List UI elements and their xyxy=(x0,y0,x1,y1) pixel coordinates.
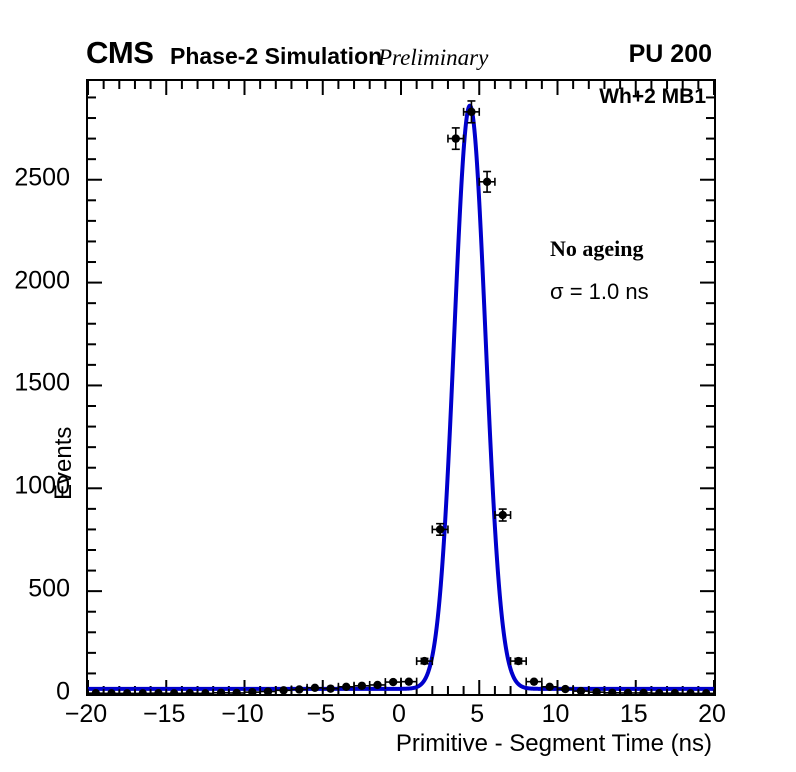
data-point xyxy=(467,107,476,117)
x-tick-label: −5 xyxy=(306,700,336,728)
data-point xyxy=(373,680,382,690)
x-tick-label: 20 xyxy=(698,700,726,728)
y-tick-label: 500 xyxy=(28,574,70,603)
chamber-label: Wh+2 MB1 xyxy=(599,85,706,108)
y-tick-label: 2000 xyxy=(14,266,70,295)
y-tick-label: 1000 xyxy=(14,471,70,500)
y-tick-label: 0 xyxy=(56,677,70,706)
data-point xyxy=(701,689,711,694)
plot-frame: Wh+2 MB1 No ageing σ = 1.0 ns xyxy=(86,79,716,696)
data-point xyxy=(404,677,414,686)
x-tick-label: 5 xyxy=(470,700,485,728)
data-point xyxy=(342,682,351,692)
data-point xyxy=(295,685,304,694)
x-tick-label: 15 xyxy=(619,700,648,728)
axis-ticks xyxy=(88,81,714,694)
data-point xyxy=(326,684,335,693)
y-tick-label: 2500 xyxy=(14,163,70,192)
data-point xyxy=(545,682,554,692)
data-point xyxy=(169,689,179,694)
data-point xyxy=(232,688,241,694)
data-point xyxy=(357,681,367,690)
data-points-group xyxy=(88,100,714,694)
data-point xyxy=(420,656,429,666)
data-point xyxy=(608,688,617,694)
data-point xyxy=(122,689,132,694)
data-point xyxy=(655,688,664,694)
data-point xyxy=(639,688,648,694)
cms-subtitle: Phase-2 Simulation xyxy=(170,43,383,69)
data-point xyxy=(154,688,163,694)
data-point xyxy=(138,689,147,694)
x-tick-label: −10 xyxy=(221,700,264,728)
sigma-annotation: σ = 1.0 ns xyxy=(550,279,649,304)
data-point xyxy=(514,656,523,666)
data-point xyxy=(388,677,398,687)
y-tick-label: 1500 xyxy=(14,368,70,397)
data-point xyxy=(498,510,507,520)
x-axis-title: Primitive - Segment Time (ns) xyxy=(395,730,712,757)
x-tick-label: 10 xyxy=(541,700,570,728)
data-point xyxy=(592,687,601,694)
plot-drawing-area xyxy=(88,81,714,694)
data-point xyxy=(561,684,570,694)
data-point xyxy=(279,686,288,694)
cms-preliminary-label: Preliminary xyxy=(378,45,489,70)
data-point xyxy=(529,677,539,686)
data-point xyxy=(201,689,210,694)
gaussian-fit-curve xyxy=(88,103,714,691)
data-point xyxy=(91,688,101,694)
data-point xyxy=(263,687,273,694)
data-point xyxy=(310,683,320,693)
data-point xyxy=(686,689,695,694)
data-point xyxy=(248,687,257,694)
x-tick-label: −15 xyxy=(143,700,186,728)
data-point xyxy=(623,688,633,694)
data-point xyxy=(451,134,460,143)
pileup-label: PU 200 xyxy=(628,40,712,68)
cms-logo-text: CMS xyxy=(86,35,154,70)
ageing-annotation: No ageing xyxy=(550,236,644,261)
data-point xyxy=(107,689,116,694)
plot-header: CMS Phase-2 Simulation Preliminary PU 20… xyxy=(86,35,712,70)
data-point xyxy=(482,177,492,186)
data-point xyxy=(435,525,445,534)
data-point xyxy=(185,688,194,694)
x-tick-label: −20 xyxy=(64,700,108,728)
data-point xyxy=(216,688,226,694)
x-tick-label: 0 xyxy=(392,700,406,728)
data-point xyxy=(576,686,586,694)
data-point xyxy=(670,688,680,694)
